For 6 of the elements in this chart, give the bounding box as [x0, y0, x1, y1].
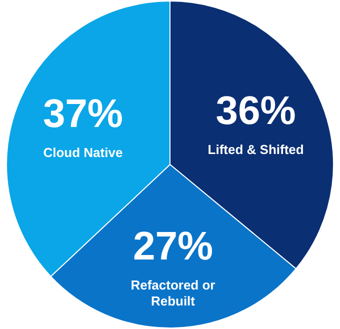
- data-label: 37%: [42, 92, 123, 136]
- slice-label: Lifted & Shifted: [208, 142, 304, 158]
- data-label: 36%: [216, 89, 296, 134]
- data-label: 27%: [132, 224, 214, 268]
- slice-label: Cloud Native: [43, 144, 123, 160]
- slice-label: Refactored or Rebuilt: [130, 277, 216, 308]
